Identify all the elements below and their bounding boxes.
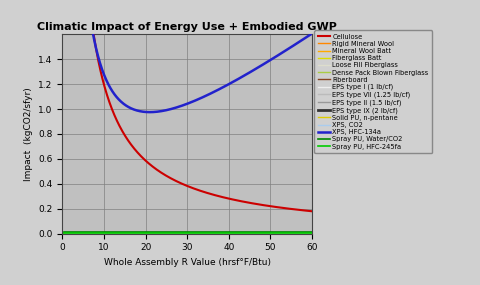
Title: Climatic Impact of Energy Use + Embodied GWP: Climatic Impact of Energy Use + Embodied… [37,22,337,32]
X-axis label: Whole Assembly R Value (hrsf°F/Btu): Whole Assembly R Value (hrsf°F/Btu) [104,258,271,267]
Legend: Cellulose, Rigid Mineral Wool, Mineral Wool Batt, Fiberglass Batt, Loose Fill Fi: Cellulose, Rigid Mineral Wool, Mineral W… [314,30,432,153]
Y-axis label: Impact  (kgCO2/sfyr): Impact (kgCO2/sfyr) [24,87,33,181]
